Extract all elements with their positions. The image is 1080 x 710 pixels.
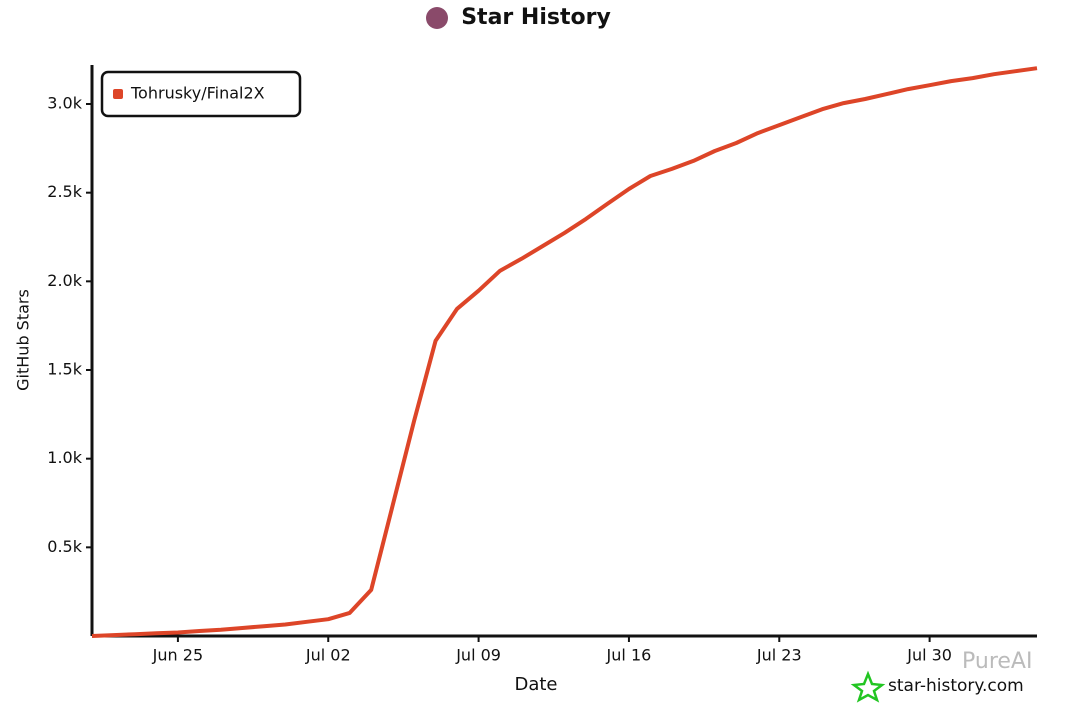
y-tick-label: 1.5k	[47, 360, 82, 379]
legend-box	[100, 70, 302, 118]
x-tick-label: Jul 30	[906, 646, 952, 665]
y-tick-label: 3.0k	[47, 94, 82, 113]
x-tick-label: Jul 23	[756, 646, 802, 665]
x-tick-label: Jun 25	[152, 646, 203, 665]
watermark: PureAI	[962, 649, 1032, 674]
x-tick-label: Jul 09	[455, 646, 501, 665]
y-tick-label: 2.0k	[47, 271, 82, 290]
chart-title: Star History	[461, 5, 611, 30]
source-icon	[850, 670, 886, 703]
y-tick-label: 1.0k	[47, 448, 82, 467]
y-tick-label: 2.5k	[47, 182, 82, 201]
x-axis-label: Date	[514, 674, 557, 695]
legend-swatch	[113, 89, 123, 99]
x-tick-label: Jul 16	[606, 646, 652, 665]
title-icon	[426, 7, 448, 29]
legend-label: Tohrusky/Final2X	[130, 84, 265, 103]
source: star-history.com	[888, 676, 1024, 696]
y-tick-label: 0.5k	[47, 537, 82, 556]
y-axis-label: GitHub Stars	[14, 289, 33, 391]
series-line	[91, 66, 1038, 638]
x-tick-label: Jul 02	[305, 646, 351, 665]
